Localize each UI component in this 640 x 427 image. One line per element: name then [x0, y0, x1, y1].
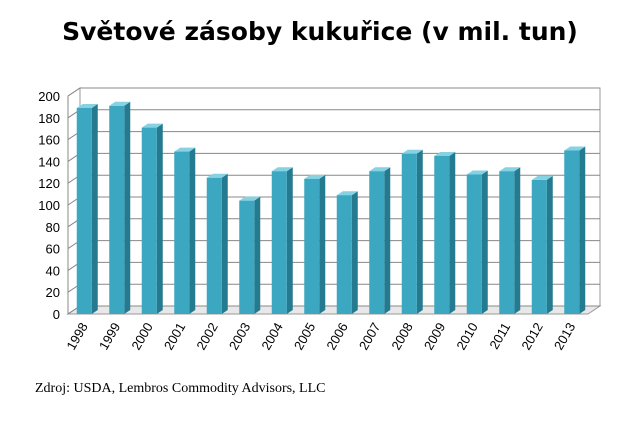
bar — [466, 174, 482, 314]
x-tick-label: 2010 — [453, 320, 480, 353]
grid-line — [67, 87, 600, 97]
bar-side — [91, 103, 98, 315]
bar-top — [109, 101, 131, 106]
bar-top — [304, 174, 326, 179]
bar-top — [336, 191, 358, 196]
bar — [369, 171, 385, 314]
bar-side — [449, 151, 456, 314]
x-tick-label: 2007 — [356, 320, 383, 353]
x-tick-label: 2011 — [486, 320, 513, 352]
bar — [434, 155, 450, 314]
bar-top — [434, 151, 456, 156]
bar-side — [254, 196, 261, 314]
y-tick-label: 180 — [38, 111, 60, 126]
bar-top — [499, 167, 521, 172]
y-tick-label: 0 — [53, 307, 60, 322]
bar — [109, 105, 125, 314]
y-tick-label: 120 — [38, 176, 60, 191]
bar — [336, 195, 352, 314]
bar — [271, 171, 287, 314]
bar-top — [206, 173, 228, 178]
bar — [531, 179, 547, 314]
y-tick-label: 40 — [46, 263, 60, 278]
x-tick-label: 2002 — [193, 320, 220, 353]
x-tick-label: 2001 — [161, 320, 188, 353]
bar-side — [189, 147, 196, 314]
bar — [304, 178, 320, 314]
bar-top — [271, 167, 293, 172]
bar-top — [141, 123, 163, 128]
y-tick-label: 200 — [38, 89, 60, 104]
bar-top — [369, 167, 391, 172]
bar — [76, 107, 92, 315]
bar-side — [384, 167, 391, 314]
bar — [141, 127, 157, 314]
bar-top — [76, 103, 98, 108]
x-tick-label: 2012 — [518, 320, 545, 353]
x-tick-label: 2013 — [551, 320, 578, 353]
bar — [174, 151, 190, 314]
bar-top — [466, 170, 488, 175]
y-tick-label: 100 — [38, 198, 60, 213]
bar — [206, 177, 222, 314]
x-tick-label: 1998 — [63, 320, 90, 353]
bar-top — [564, 146, 586, 151]
bar-side — [514, 167, 521, 314]
x-tick-label: 2003 — [226, 320, 253, 353]
bar-side — [416, 149, 423, 314]
bar-top — [239, 196, 261, 201]
y-tick-label: 140 — [38, 154, 60, 169]
bar-side — [319, 174, 326, 314]
bar-top — [531, 175, 553, 180]
bar — [564, 150, 580, 314]
bar — [239, 200, 255, 314]
bar-side — [481, 170, 488, 314]
bar-side — [351, 191, 358, 314]
bar — [401, 153, 417, 314]
bar-side — [579, 146, 586, 314]
x-tick-label: 1999 — [96, 320, 123, 353]
x-tick-label: 2006 — [323, 320, 350, 353]
bar-top — [174, 147, 196, 152]
y-tick-label: 60 — [46, 242, 60, 257]
y-tick-label: 80 — [46, 220, 60, 235]
x-tick-label: 2004 — [258, 320, 285, 353]
bar-side — [286, 167, 293, 314]
x-tick-label: 2005 — [291, 320, 318, 353]
y-tick-label: 160 — [38, 133, 60, 148]
bar — [499, 171, 515, 314]
chart-title: Světové zásoby kukuřice (v mil. tun) — [62, 17, 578, 46]
bar-side — [221, 173, 228, 314]
x-tick-label: 2000 — [128, 320, 155, 353]
bar-side — [546, 175, 553, 314]
bar-side — [124, 101, 131, 314]
x-tick-label: 2008 — [388, 320, 415, 353]
bar-top — [401, 149, 423, 154]
x-tick-label: 2009 — [421, 320, 448, 353]
source-note: Zdroj: USDA, Lembros Commodity Advisors,… — [35, 381, 326, 396]
y-tick-label: 20 — [46, 285, 60, 300]
bar-side — [156, 123, 163, 314]
